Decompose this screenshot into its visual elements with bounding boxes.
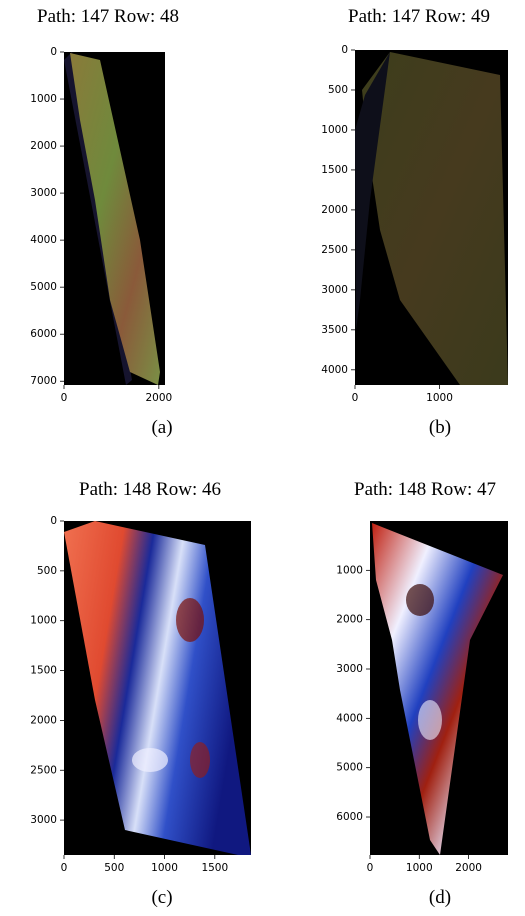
y-tick-label: 1000 <box>321 124 348 136</box>
x-tick-label: 1000 <box>406 862 433 874</box>
y-tick-label: 1500 <box>321 164 348 176</box>
x-tick-label: 1000 <box>151 862 178 874</box>
x-tick-label: 0 <box>352 392 359 404</box>
y-tick-label: 6000 <box>30 328 57 340</box>
y-tick-label: 2000 <box>30 714 57 726</box>
y-tick-label: 5000 <box>336 762 363 774</box>
y-tick-label: 0 <box>341 44 348 56</box>
x-tick-label: 500 <box>104 862 124 874</box>
y-tick-label: 0 <box>50 46 57 58</box>
y-tick-label: 2000 <box>321 204 348 216</box>
y-tick-label: 1000 <box>30 93 57 105</box>
image-d <box>370 521 508 855</box>
y-tick-label: 4000 <box>30 234 57 246</box>
x-tick-label: 0 <box>61 862 68 874</box>
panel-title: Path: 147 Row: 49 <box>348 6 490 27</box>
panel-caption: (d) <box>429 887 451 908</box>
x-tick-label: 2000 <box>145 392 172 404</box>
panel-title: Path: 148 Row: 47 <box>354 479 496 500</box>
y-tick-label: 6000 <box>336 811 363 823</box>
image-a <box>64 52 165 385</box>
image-c <box>64 521 251 855</box>
y-tick-label: 4000 <box>321 364 348 376</box>
y-tick-label: 1500 <box>30 665 57 677</box>
y-tick-label: 500 <box>37 565 57 577</box>
panel-title: Path: 147 Row: 48 <box>37 6 179 27</box>
y-tick-label: 3500 <box>321 324 348 336</box>
y-tick-label: 0 <box>50 515 57 527</box>
y-tick-label: 5000 <box>30 281 57 293</box>
y-tick-label: 1000 <box>30 615 57 627</box>
panel-title: Path: 148 Row: 46 <box>79 479 221 500</box>
x-tick-label: 0 <box>61 392 68 404</box>
panel-caption: (c) <box>151 887 172 908</box>
y-tick-label: 1000 <box>336 564 363 576</box>
panel-caption: (b) <box>429 417 451 438</box>
x-tick-label: 1000 <box>426 392 453 404</box>
image-b <box>355 50 508 385</box>
y-tick-label: 3000 <box>30 187 57 199</box>
y-tick-label: 3000 <box>321 284 348 296</box>
y-tick-label: 2500 <box>321 244 348 256</box>
y-tick-label: 7000 <box>30 375 57 387</box>
x-tick-label: 0 <box>367 862 374 874</box>
y-tick-label: 2000 <box>30 140 57 152</box>
y-tick-label: 500 <box>328 84 348 96</box>
panel-caption: (a) <box>151 417 172 438</box>
x-tick-label: 1500 <box>201 862 228 874</box>
y-tick-label: 2000 <box>336 614 363 626</box>
y-tick-label: 3000 <box>336 663 363 675</box>
y-tick-label: 4000 <box>336 712 363 724</box>
x-tick-label: 2000 <box>455 862 482 874</box>
y-tick-label: 2500 <box>30 764 57 776</box>
y-tick-label: 3000 <box>30 814 57 826</box>
